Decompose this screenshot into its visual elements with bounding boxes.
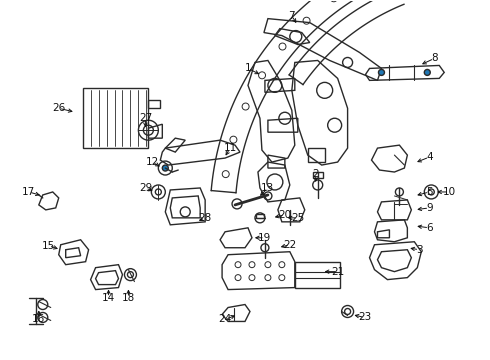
Text: 6: 6 — [426, 223, 433, 233]
Text: 14: 14 — [102, 293, 115, 302]
Text: 27: 27 — [139, 113, 152, 123]
Text: 8: 8 — [431, 54, 438, 63]
Text: 18: 18 — [122, 293, 135, 302]
Text: 3: 3 — [416, 245, 423, 255]
Text: 10: 10 — [442, 187, 456, 197]
Circle shape — [162, 165, 168, 171]
Text: 4: 4 — [426, 152, 433, 162]
Text: 17: 17 — [22, 187, 35, 197]
Text: 7: 7 — [289, 11, 295, 21]
Text: 20: 20 — [278, 210, 292, 220]
Text: 11: 11 — [223, 143, 237, 153]
Text: 9: 9 — [426, 203, 433, 213]
Text: 21: 21 — [331, 267, 344, 276]
Text: 25: 25 — [291, 213, 304, 223]
Text: 12: 12 — [146, 157, 159, 167]
Circle shape — [378, 69, 385, 75]
Text: 13: 13 — [261, 183, 274, 193]
Text: 28: 28 — [198, 213, 212, 223]
Text: 16: 16 — [32, 314, 46, 324]
Text: 29: 29 — [139, 183, 152, 193]
Text: 26: 26 — [52, 103, 65, 113]
Text: 24: 24 — [219, 314, 232, 324]
Text: 19: 19 — [258, 233, 271, 243]
Text: 22: 22 — [283, 240, 296, 250]
Text: 2: 2 — [313, 169, 319, 179]
Circle shape — [424, 69, 430, 75]
Text: 1: 1 — [245, 63, 251, 73]
Text: 15: 15 — [42, 241, 55, 251]
Text: 23: 23 — [358, 312, 371, 323]
Text: 5: 5 — [426, 187, 433, 197]
